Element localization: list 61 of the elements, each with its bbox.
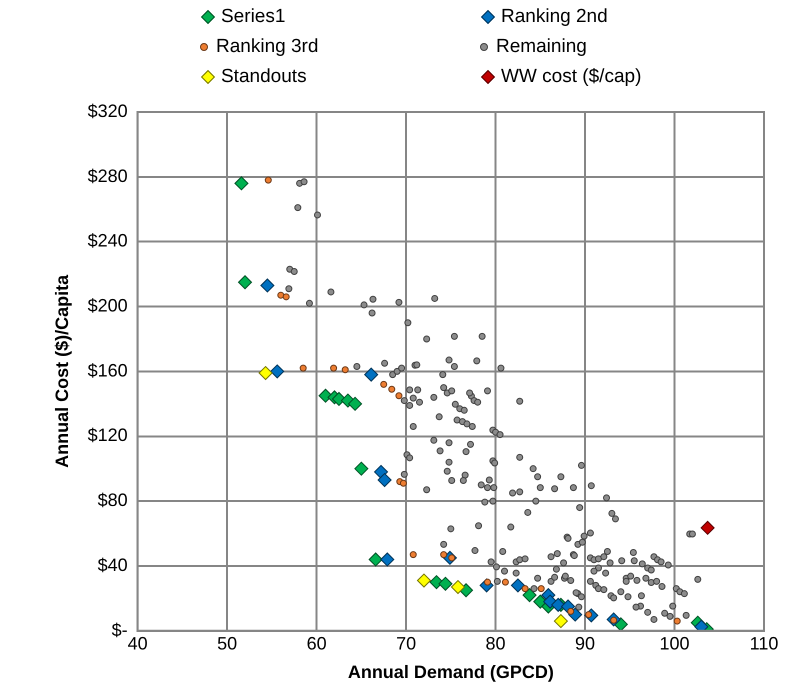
legend-label: Ranking 2nd [501,6,608,28]
point [354,462,368,476]
point [238,275,252,290]
point [388,386,396,393]
point [522,588,537,602]
x-tick-label: 100 [659,634,690,654]
point [551,598,566,612]
x-tick-label: 90 [575,634,596,654]
point [440,551,448,558]
point [410,551,417,558]
point [567,608,574,615]
x-tick-label: 110 [750,634,778,654]
point [330,364,338,372]
y-tick-label: $40 [98,554,128,575]
y-tick-label: $320 [88,100,128,121]
x-tick-label: 40 [128,634,148,654]
point [270,364,284,378]
y-tick-label: $280 [88,166,128,186]
y-tick-label: $240 [88,230,128,251]
point [674,618,681,625]
point [400,480,407,487]
y-tick-label: $80 [98,490,128,510]
point [538,585,545,592]
point [342,366,349,374]
point [380,552,394,566]
point [510,578,525,592]
y-tick-label: $200 [88,296,128,316]
legend-label: Standouts [221,66,307,88]
y-tick-label: $160 [88,360,128,380]
point [364,368,378,382]
x-tick-label: 70 [396,634,416,654]
legend-label: Ranking 3rd [216,36,318,58]
point [264,176,272,184]
point [395,392,402,400]
point [258,366,273,380]
legend-label: WW cost ($/cap) [501,66,642,88]
legend-label: Remaining [496,36,587,58]
point [438,576,452,591]
point [368,552,383,566]
point [416,574,431,588]
legend-label: Series1 [221,6,286,28]
point [282,293,290,300]
point [277,292,284,299]
point [348,396,362,411]
point [450,580,465,594]
point [380,380,388,388]
x-tick-label: 60 [306,634,327,654]
point [234,176,248,190]
point [522,585,529,592]
point [700,520,715,535]
point [378,473,392,488]
point [554,614,568,628]
point [502,578,509,586]
x-tick-label: 50 [217,634,238,654]
y-tick-label: $120 [88,425,128,446]
x-tick-label: 80 [486,634,506,654]
x-axis-title: Annual Demand (GPCD) [348,662,554,682]
point [300,364,307,372]
y-axis-title: Annual Cost ($)/Capita [52,274,72,468]
y-tick-label: $- [112,620,128,640]
point [260,278,274,292]
